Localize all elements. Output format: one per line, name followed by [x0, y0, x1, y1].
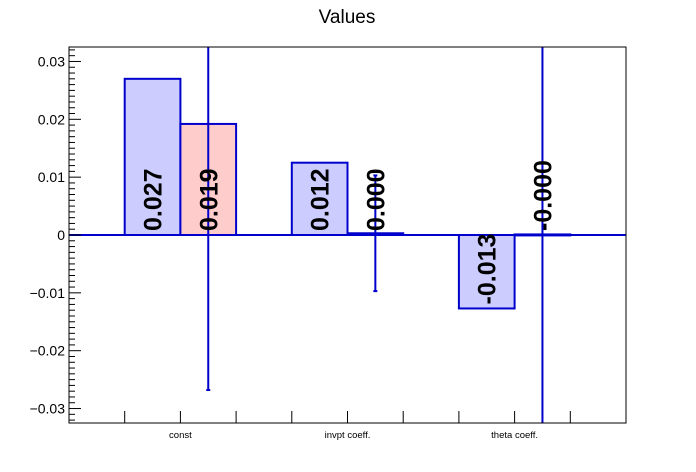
error-bar-s1-0 [206, 47, 211, 392]
value-label-s0-0: 0.027 [140, 168, 168, 231]
x-axis: const invpt coeff. theta coeff. [124, 411, 571, 441]
error-bars-layer [206, 47, 544, 423]
value-label-s1-0: 0.019 [195, 168, 223, 231]
bar-s0-0 [123, 77, 182, 236]
y-axis: 0.03 0.02 0.01 0 −0.01 −0.02 −0.03 [30, 49, 81, 421]
y-tick-label: 0 [57, 227, 65, 243]
y-tick-label: 0.03 [38, 53, 65, 69]
category-label-2: theta coeff. [491, 430, 538, 441]
y-tick-label: −0.03 [30, 401, 66, 417]
value-label-s0-1: 0.012 [307, 168, 335, 231]
y-tick-label: −0.01 [30, 285, 66, 301]
bar-s0-1 [290, 161, 349, 236]
value-label-s1-1: 0.000 [362, 168, 390, 231]
error-bar-s1-1 [373, 174, 378, 293]
y-tick-label: 0.01 [38, 169, 65, 185]
chart-title: Values [319, 7, 376, 28]
category-label-0: const [169, 430, 192, 441]
y-tick-label: −0.02 [30, 343, 66, 359]
y-tick-label: 0.02 [38, 111, 65, 127]
category-label-1: invpt coeff. [325, 430, 371, 441]
value-label-s1-2: -0.000 [529, 160, 557, 231]
value-labels-layer: 0.027 0.012 -0.013 0.019 0.000 -0.000 [140, 160, 558, 304]
value-label-s0-2: -0.013 [474, 234, 502, 305]
bars-layer [123, 77, 572, 310]
